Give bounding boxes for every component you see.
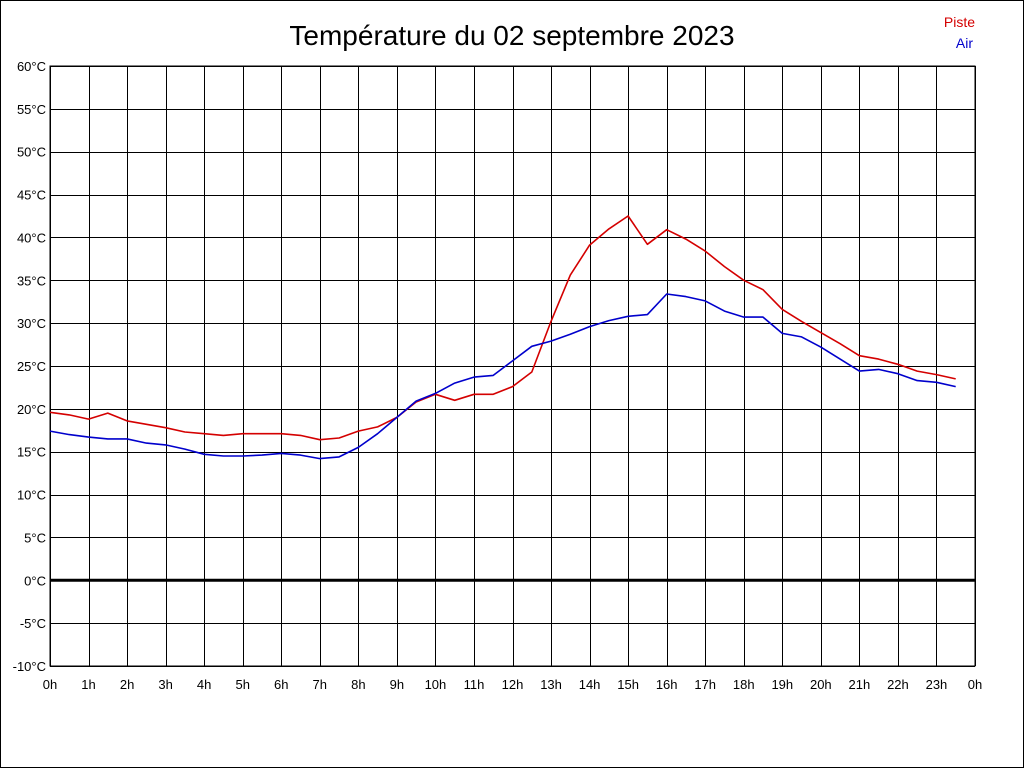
y-tick-label: 20°C	[17, 402, 46, 417]
y-axis-ticks: 60°C 55°C 50°C 45°C 40°C 35°C 30°C 25°C 20°C 15°C…	[13, 59, 46, 674]
x-tick-label: 12h	[502, 677, 524, 692]
x-tick-label: 22h	[887, 677, 909, 692]
y-tick-label: 10°C	[17, 488, 46, 503]
x-tick-label: 14h	[579, 677, 601, 692]
x-tick-label: 15h	[617, 677, 639, 692]
x-tick-label: 1h	[81, 677, 95, 692]
x-tick-label: 11h	[464, 677, 485, 692]
x-tick-label: 21h	[849, 677, 871, 692]
series-lines	[49, 215, 956, 460]
series-line-piste	[49, 215, 956, 441]
x-tick-label: 23h	[926, 677, 948, 692]
x-tick-label: 5h	[235, 677, 249, 692]
x-tick-label: 0h	[968, 677, 982, 692]
y-tick-label: 55°C	[17, 102, 46, 117]
y-tick-label: 40°C	[17, 230, 46, 245]
x-tick-label: 16h	[656, 677, 678, 692]
x-tick-label: 10h	[425, 677, 447, 692]
x-tick-label: 9h	[390, 677, 404, 692]
x-tick-label: 4h	[197, 677, 211, 692]
y-tick-label: 30°C	[17, 316, 46, 331]
y-tick-label: 15°C	[17, 445, 46, 460]
x-tick-label: 18h	[733, 677, 755, 692]
y-tick-label: -10°C	[13, 659, 46, 674]
series-line-air	[49, 293, 956, 460]
y-tick-label: 50°C	[17, 145, 46, 160]
y-tick-label: 25°C	[17, 359, 46, 374]
x-tick-label: 6h	[274, 677, 288, 692]
x-tick-label: 0h	[43, 677, 57, 692]
y-tick-label: 45°C	[17, 188, 46, 203]
x-tick-label: 2h	[120, 677, 134, 692]
x-tick-label: 20h	[810, 677, 832, 692]
y-tick-label: 35°C	[17, 273, 46, 288]
legend-air: Air	[956, 35, 973, 51]
y-tick-label: -5°C	[20, 616, 46, 631]
grid-lines	[50, 66, 976, 667]
y-tick-label: 0°C	[24, 573, 46, 588]
x-tick-label: 7h	[313, 677, 327, 692]
y-tick-label: 5°C	[24, 530, 46, 545]
x-tick-label: 17h	[694, 677, 716, 692]
x-tick-label: 8h	[351, 677, 365, 692]
x-tick-label: 3h	[158, 677, 172, 692]
chart-title: Température du 02 septembre 2023	[289, 20, 734, 51]
x-tick-label: 13h	[540, 677, 562, 692]
x-tick-label: 19h	[771, 677, 793, 692]
legend-piste: Piste	[944, 14, 975, 30]
y-tick-label: 60°C	[17, 59, 46, 74]
legend: Piste Air	[944, 14, 975, 51]
x-axis-ticks: 0h 1h 2h 3h 4h 5h 6h 7h 8h 9h 10h 11h 12h 13h 14h 15h 16…	[43, 677, 982, 692]
